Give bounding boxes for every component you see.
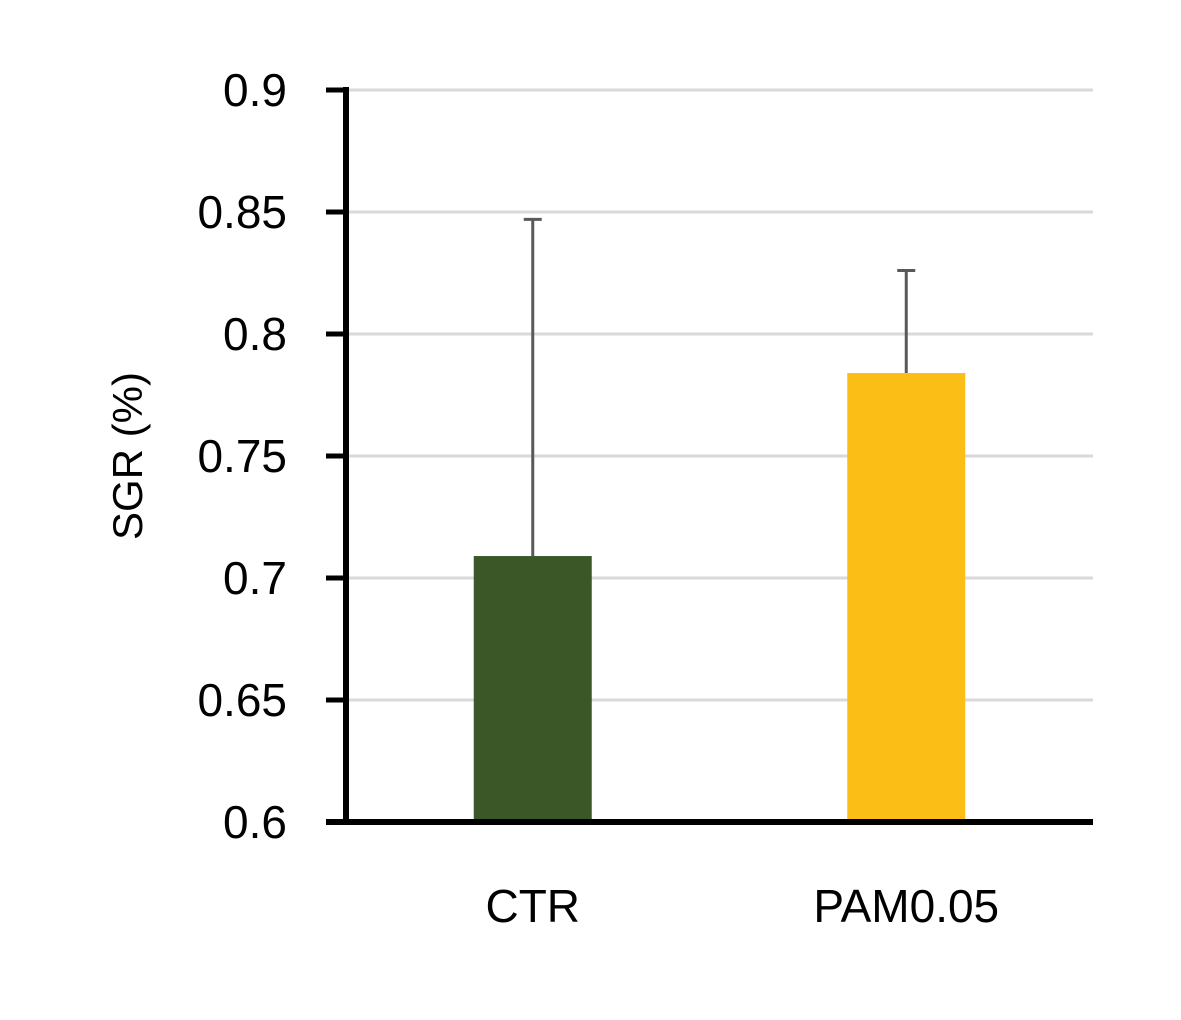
y-tick-label: 0.65 [197, 674, 287, 726]
x-category-labels: CTR PAM0.05 [485, 880, 999, 932]
y-tick-label: 0.6 [223, 796, 287, 848]
y-tick-label: 0.9 [223, 64, 287, 116]
x-category-label: CTR [485, 880, 580, 932]
bar-pam0-05 [847, 373, 966, 822]
x-category-label: PAM0.05 [813, 880, 999, 932]
gridlines [346, 88, 1093, 702]
y-tick-label: 0.85 [197, 186, 287, 238]
y-ticks: 0.6 0.65 0.7 0.75 0.8 0.85 0.9 [197, 64, 346, 848]
y-tick-label: 0.75 [197, 430, 287, 482]
y-tick-label: 0.8 [223, 308, 287, 360]
y-axis-title: SGR (%) [104, 372, 151, 540]
bar-ctr [473, 556, 592, 822]
y-tick-label: 0.7 [223, 552, 287, 604]
error-bars [523, 217, 916, 557]
bars [473, 373, 966, 822]
